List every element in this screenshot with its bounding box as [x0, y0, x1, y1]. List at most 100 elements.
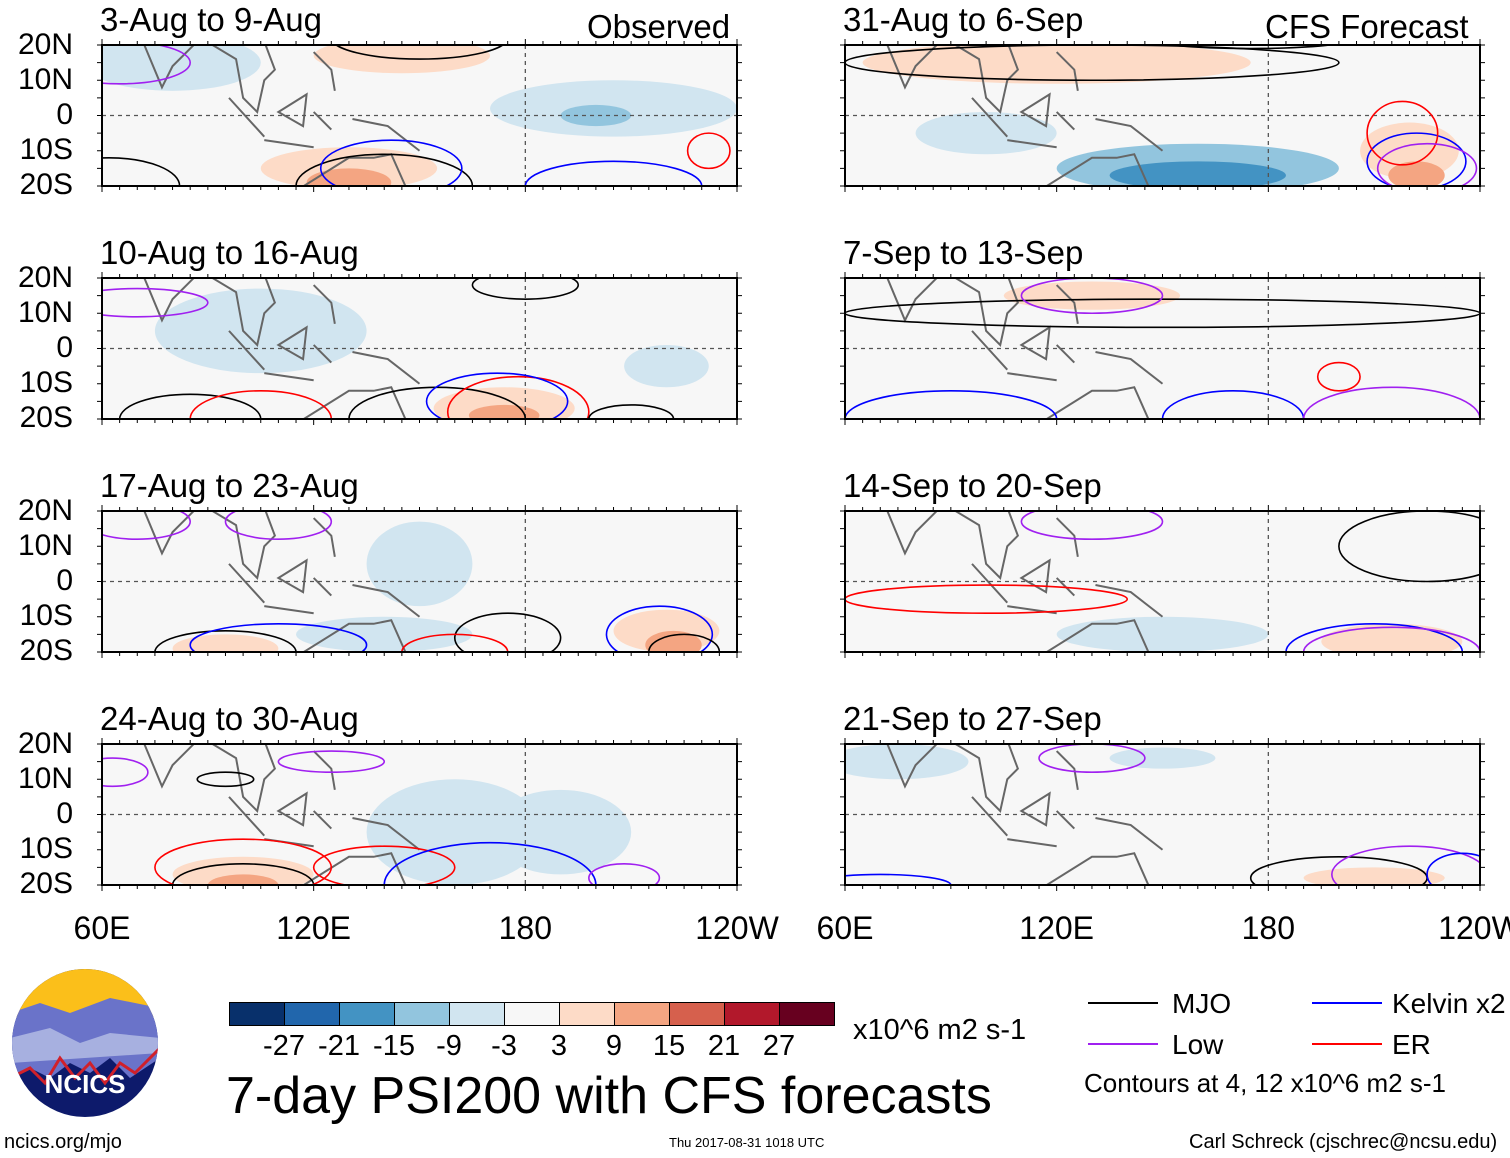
contour-kelvin [1366, 132, 1467, 186]
contour-low [102, 757, 149, 788]
contour-mjo [588, 404, 675, 419]
anomaly-region [1003, 281, 1181, 310]
coastline [143, 278, 421, 419]
footer-url[interactable]: ncics.org/mjo [4, 1131, 122, 1153]
contour-mjo [648, 633, 721, 652]
contour-kelvin [1426, 852, 1480, 885]
contour-mjo [1338, 511, 1480, 583]
lon-tick-label: 120W [695, 910, 779, 946]
contour-kelvin [1161, 390, 1305, 419]
anomaly-region [102, 45, 261, 91]
legend-label-mjo: MJO [1172, 988, 1232, 1019]
colorbar-swatch [339, 1002, 395, 1026]
colorbar-swatch [779, 1002, 835, 1026]
anomaly-region [172, 856, 314, 885]
lat-tick-label: 10S [19, 599, 73, 632]
lon-tick-label: 120E [1019, 910, 1095, 946]
coastline [886, 744, 1164, 885]
contour-mjo [453, 612, 562, 652]
colorbar-tick-label: -3 [491, 1030, 517, 1062]
contour-low [588, 863, 661, 885]
figure-title: 7-day PSI200 with CFS forecasts [226, 1067, 992, 1125]
lat-tick-label: 10S [19, 133, 73, 166]
contour-low [102, 45, 191, 85]
lon-tick-label: 120E [276, 910, 352, 946]
lat-tick-label: 0 [56, 797, 73, 830]
contour-er [686, 132, 731, 170]
map-panel [97, 738, 742, 891]
colorbar-swatch [229, 1002, 285, 1026]
legend-label-er: ER [1392, 1029, 1431, 1060]
colorbar-tick-label: 21 [707, 1030, 741, 1062]
map-panel [840, 505, 1485, 658]
anomaly-region [1303, 867, 1445, 885]
contour-kelvin [605, 605, 714, 652]
contour-mjo [295, 153, 474, 186]
contour-kelvin [1285, 623, 1464, 652]
contour-low [277, 750, 386, 773]
map-panel [840, 272, 1485, 425]
contour-kelvin [845, 873, 952, 885]
colorbar-swatch [504, 1002, 560, 1026]
anomaly-region [915, 111, 1057, 155]
colorbar-tick-label: 3 [550, 1030, 568, 1062]
ncics-logo: NCICS [12, 969, 158, 1117]
coastline [143, 511, 421, 652]
anomaly-region [624, 344, 709, 388]
anomaly-region [645, 630, 702, 652]
panel-title: 17-Aug to 23-Aug [100, 467, 359, 504]
colorbar-tick-label: -21 [318, 1030, 360, 1062]
legend-line-mjo [1088, 1002, 1158, 1004]
lat-tick-label: 20N [17, 261, 73, 294]
colorbar-tick-label: 15 [652, 1030, 686, 1062]
lat-tick-label: 0 [56, 98, 73, 131]
map-panel [97, 272, 742, 425]
contour-er [845, 584, 1128, 615]
colorbar-swatch [614, 1002, 670, 1026]
coastline [143, 45, 421, 186]
anomaly-region [1109, 369, 1286, 412]
column-header-observed: Observed [587, 8, 731, 45]
lat-tick-label: 10S [19, 832, 73, 865]
panel-title: 21-Sep to 27-Sep [843, 700, 1102, 737]
anomaly-region [306, 168, 392, 186]
contour-low [1376, 142, 1478, 186]
contour-kelvin [425, 372, 569, 419]
contour-kelvin [189, 623, 368, 652]
anomaly-region [207, 874, 279, 885]
anomaly-region [348, 747, 491, 776]
anomaly-region [1003, 48, 1181, 77]
contour-mjo [102, 157, 181, 186]
anomaly-region [560, 104, 632, 127]
contour-er [446, 375, 590, 419]
anomaly-region [655, 147, 713, 186]
contour-er [401, 633, 509, 652]
contour-low [1020, 278, 1164, 315]
colorbar-tick-label: 9 [605, 1030, 623, 1062]
legend-line-kelvin [1312, 1002, 1382, 1004]
anomaly-region [845, 744, 969, 780]
anomaly-region [172, 634, 279, 652]
lat-tick-label: 10N [17, 762, 73, 795]
colorbar-swatch [284, 1002, 340, 1026]
panel-title: 3-Aug to 9-Aug [100, 1, 322, 38]
colorbar-swatch [449, 1002, 505, 1026]
anomaly-region [1388, 161, 1445, 186]
colorbar-swatch [724, 1002, 780, 1026]
lon-tick-label: 60E [816, 910, 874, 946]
lat-tick-label: 10N [17, 529, 73, 562]
anomaly-region [468, 404, 540, 419]
map-panel [97, 505, 742, 658]
lat-tick-label: 20N [17, 28, 73, 61]
lat-tick-label: 0 [56, 564, 73, 597]
map-panel [840, 39, 1485, 192]
colorbar-swatch [669, 1002, 725, 1026]
contour-low [1331, 845, 1480, 885]
contour-mjo [196, 771, 255, 788]
panel-title: 10-Aug to 16-Aug [100, 234, 359, 271]
contour-er [154, 838, 333, 885]
contour-mjo [845, 298, 1480, 329]
lat-tick-label: 10S [19, 366, 73, 399]
logo-text: NCICS [45, 1069, 126, 1099]
lon-tick-label: 120W [1438, 910, 1510, 946]
